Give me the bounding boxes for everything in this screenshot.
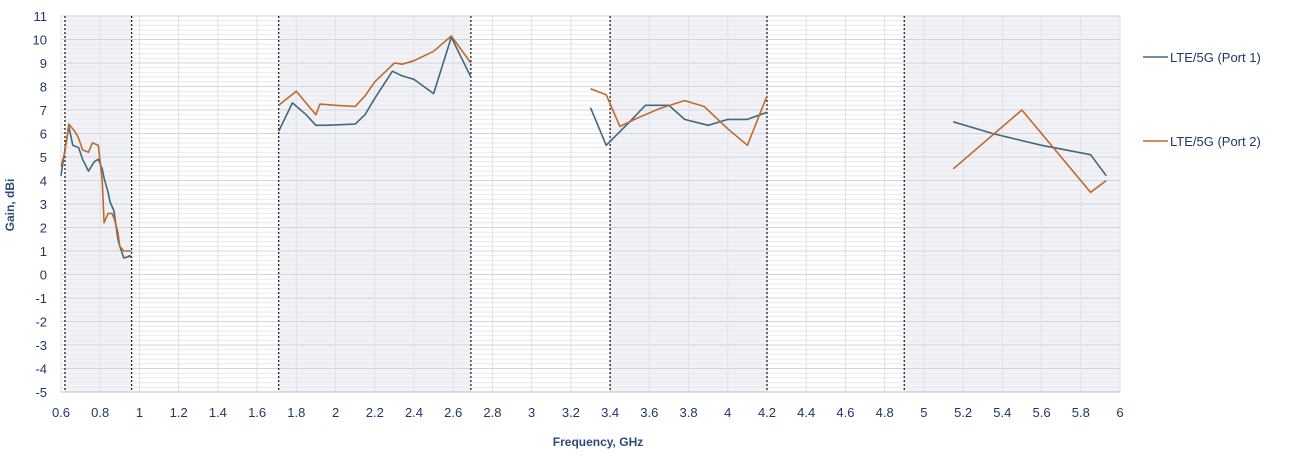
y-tick-label: 6 xyxy=(40,127,47,142)
x-tick-label: 1.6 xyxy=(248,405,266,420)
x-tick-label: 0.8 xyxy=(91,405,109,420)
x-tick-label: 3.8 xyxy=(680,405,698,420)
x-tick-label: 6 xyxy=(1116,405,1123,420)
series-2-line-segment-0 xyxy=(60,123,132,252)
x-tick-label: 2.6 xyxy=(444,405,462,420)
x-tick-label: 2 xyxy=(332,405,339,420)
y-tick-label: 3 xyxy=(40,197,47,212)
x-tick-label: 4.8 xyxy=(876,405,894,420)
x-tick-label: 4.4 xyxy=(797,405,815,420)
x-tick-label: 1.2 xyxy=(170,405,188,420)
x-tick-label: 1 xyxy=(136,405,143,420)
x-tick-label: 4.2 xyxy=(758,405,776,420)
y-tick-label: -5 xyxy=(35,385,47,400)
y-tick-label: 7 xyxy=(40,103,47,118)
x-tick-label: 2.4 xyxy=(405,405,423,420)
x-tick-label: 5.6 xyxy=(1033,405,1051,420)
x-tick-label: 2.8 xyxy=(483,405,501,420)
y-tick-label: -1 xyxy=(35,291,47,306)
series-1-line-segment-2 xyxy=(589,104,768,147)
y-tick-label: 5 xyxy=(40,150,47,165)
legend-label-1: LTE/5G (Port 1) xyxy=(1170,50,1261,65)
x-tick-label: 4.6 xyxy=(836,405,854,420)
y-tick-label: 0 xyxy=(40,268,47,283)
x-tick-label: 4 xyxy=(724,405,731,420)
x-tick-label: 1.4 xyxy=(209,405,227,420)
x-tick-label: 5.8 xyxy=(1072,405,1090,420)
x-tick-label: 0.6 xyxy=(52,405,70,420)
y-tick-label: -3 xyxy=(35,338,47,353)
y-tick-label: -2 xyxy=(35,315,47,330)
x-tick-label: 3.6 xyxy=(640,405,658,420)
y-tick-label: 4 xyxy=(40,174,47,189)
x-tick-label: 3.4 xyxy=(601,405,619,420)
y-tick-label: 8 xyxy=(40,80,47,95)
legend: LTE/5G (Port 1) LTE/5G (Port 2) xyxy=(1143,50,1261,149)
y-tick-label: 10 xyxy=(33,33,47,48)
legend-label-2: LTE/5G (Port 2) xyxy=(1170,134,1261,149)
x-tick-labels: 0.6 0.8 1 1.2 1.4 1.6 1.8 2 2.2 2.4 2.6 2.8 3 3.2 3.4 3… xyxy=(52,405,1124,420)
x-tick-label: 5.4 xyxy=(993,405,1011,420)
x-tick-label: 3.2 xyxy=(562,405,580,420)
y-tick-label: -4 xyxy=(35,362,47,377)
x-tick-label: 5 xyxy=(920,405,927,420)
y-tick-label: 2 xyxy=(40,221,47,236)
x-tick-label: 2.2 xyxy=(366,405,384,420)
series-group xyxy=(60,35,1107,259)
x-tick-label: 1.8 xyxy=(287,405,305,420)
series-2-line-segment-2 xyxy=(590,88,768,147)
y-tick-label: 11 xyxy=(34,9,48,24)
x-axis-title: Frequency, GHz xyxy=(553,435,643,449)
series-1-line-segment-3 xyxy=(953,121,1107,177)
series-1-line-segment-1 xyxy=(277,36,472,132)
x-tick-label: 3 xyxy=(528,405,535,420)
series-2-line-segment-1 xyxy=(278,35,472,116)
series-2-line-segment-3 xyxy=(952,109,1107,194)
y-axis-title: Gain, dBi xyxy=(3,179,17,232)
grid-group xyxy=(60,15,1121,393)
band-boundary-group xyxy=(64,16,905,392)
y-tick-label: 1 xyxy=(40,244,47,259)
y-tick-label: 9 xyxy=(40,56,47,71)
series-1-line-segment-0 xyxy=(60,125,133,259)
x-tick-label: 5.2 xyxy=(954,405,972,420)
